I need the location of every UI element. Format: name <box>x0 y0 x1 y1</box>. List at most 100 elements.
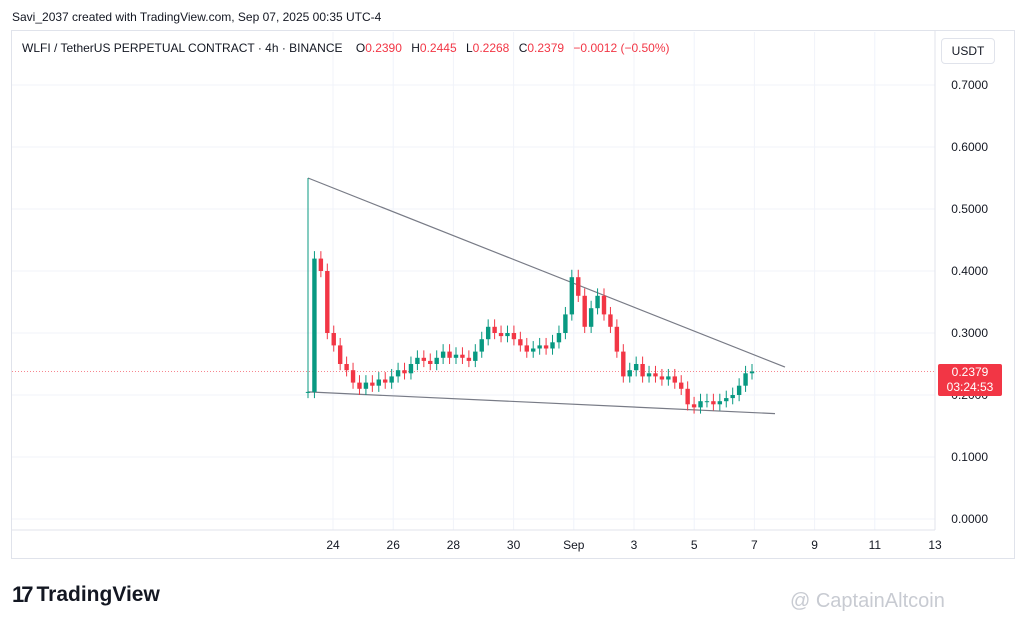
candle <box>685 381 690 411</box>
candle <box>550 334 555 355</box>
candle <box>704 393 710 408</box>
candle-body <box>357 382 362 389</box>
candle <box>440 344 446 364</box>
candle-body <box>440 351 446 358</box>
candle-body <box>543 345 549 349</box>
candle-body <box>511 333 517 340</box>
candle <box>672 368 677 389</box>
symbol-title[interactable]: WLFI / TetherUS PERPETUAL CONTRACT · 4h … <box>22 41 343 55</box>
candle <box>473 344 478 368</box>
x-tick-label: 24 <box>326 538 340 552</box>
candle-body <box>505 333 510 337</box>
candle <box>595 288 600 315</box>
x-tick-label: 7 <box>751 538 758 552</box>
candle-body <box>698 401 703 408</box>
candle-body <box>434 357 439 364</box>
candle <box>582 288 587 333</box>
candle <box>357 375 362 395</box>
candle-body <box>646 373 652 377</box>
y-tick-label: 0.0000 <box>951 512 988 526</box>
currency-button[interactable]: USDT <box>941 38 995 64</box>
close-value: 0.2379 <box>527 41 565 55</box>
candle <box>511 325 517 346</box>
candle-body <box>588 308 594 327</box>
last-price: 0.2379 <box>951 365 989 379</box>
candle <box>576 269 581 302</box>
trendline-upper[interactable] <box>307 177 786 368</box>
candle <box>498 325 504 343</box>
candle-body <box>621 351 626 377</box>
x-tick-label: 13 <box>928 538 942 552</box>
candle <box>711 393 716 411</box>
candle-body <box>724 398 729 402</box>
candle-body <box>595 295 600 309</box>
candle-body <box>331 333 336 346</box>
candle-body <box>479 339 484 352</box>
candle-body <box>402 370 407 374</box>
candle-body <box>749 371 755 374</box>
candle-body <box>370 382 375 386</box>
candle <box>679 375 684 395</box>
candle-body <box>550 342 555 349</box>
candle-body <box>653 373 658 377</box>
candle-body <box>672 376 677 383</box>
candle <box>337 337 343 371</box>
candle-body <box>736 385 742 395</box>
candle-body <box>485 326 491 340</box>
candle <box>408 356 414 380</box>
candle <box>318 251 324 278</box>
trendline-lower[interactable] <box>307 391 776 415</box>
candle-body <box>376 379 381 386</box>
candle-body <box>556 333 562 343</box>
high-label: H <box>411 41 420 55</box>
candle-body <box>640 364 645 377</box>
open-label: O <box>355 41 366 55</box>
candle <box>447 344 452 364</box>
candle-body <box>614 326 620 352</box>
candle-body <box>389 376 394 383</box>
y-tick-label: 0.1000 <box>951 450 988 464</box>
candle <box>698 393 703 414</box>
candle-body <box>704 401 710 403</box>
candle <box>524 337 529 358</box>
candle-body <box>679 382 684 389</box>
candle-body <box>691 404 697 408</box>
candle <box>633 356 639 377</box>
candle <box>563 306 568 340</box>
bar-countdown: 03:24:53 <box>946 380 994 394</box>
candle <box>453 347 459 364</box>
candle-body <box>518 339 523 346</box>
candle <box>640 356 645 383</box>
candle <box>370 375 375 392</box>
open-value: 0.2390 <box>365 41 402 55</box>
candle-body <box>447 351 452 358</box>
candle <box>395 362 401 383</box>
candle-body <box>408 364 414 374</box>
candle-body <box>666 376 671 380</box>
candle-body <box>428 360 433 364</box>
candle-body <box>569 277 575 315</box>
x-tick-label: Sep <box>563 538 585 552</box>
low-label: L <box>465 41 473 55</box>
candle <box>556 325 562 349</box>
x-axis-ticks: 24 26 28 30 Sep 3 5 7 9 11 13 <box>326 538 942 552</box>
watermark: @ CaptainAltcoin <box>790 590 945 613</box>
candle-body <box>363 382 369 389</box>
candle <box>717 393 723 411</box>
tradingview-logo[interactable]: 17 TradingView <box>12 582 160 608</box>
chart-panel[interactable] <box>11 30 1015 559</box>
candle <box>305 178 311 399</box>
candle-body <box>466 357 472 361</box>
candle <box>363 375 369 395</box>
y-axis-ticks: 0.70000.60000.50000.40000.30000.20000.10… <box>951 78 988 526</box>
candle-body <box>608 314 613 327</box>
candle <box>627 362 632 383</box>
y-tick-label: 0.4000 <box>951 264 988 278</box>
candle-body <box>730 395 735 399</box>
candle <box>505 325 510 343</box>
candle-body <box>415 357 420 364</box>
x-tick-label: 3 <box>631 538 638 552</box>
candle <box>653 365 658 383</box>
candle <box>749 364 755 380</box>
